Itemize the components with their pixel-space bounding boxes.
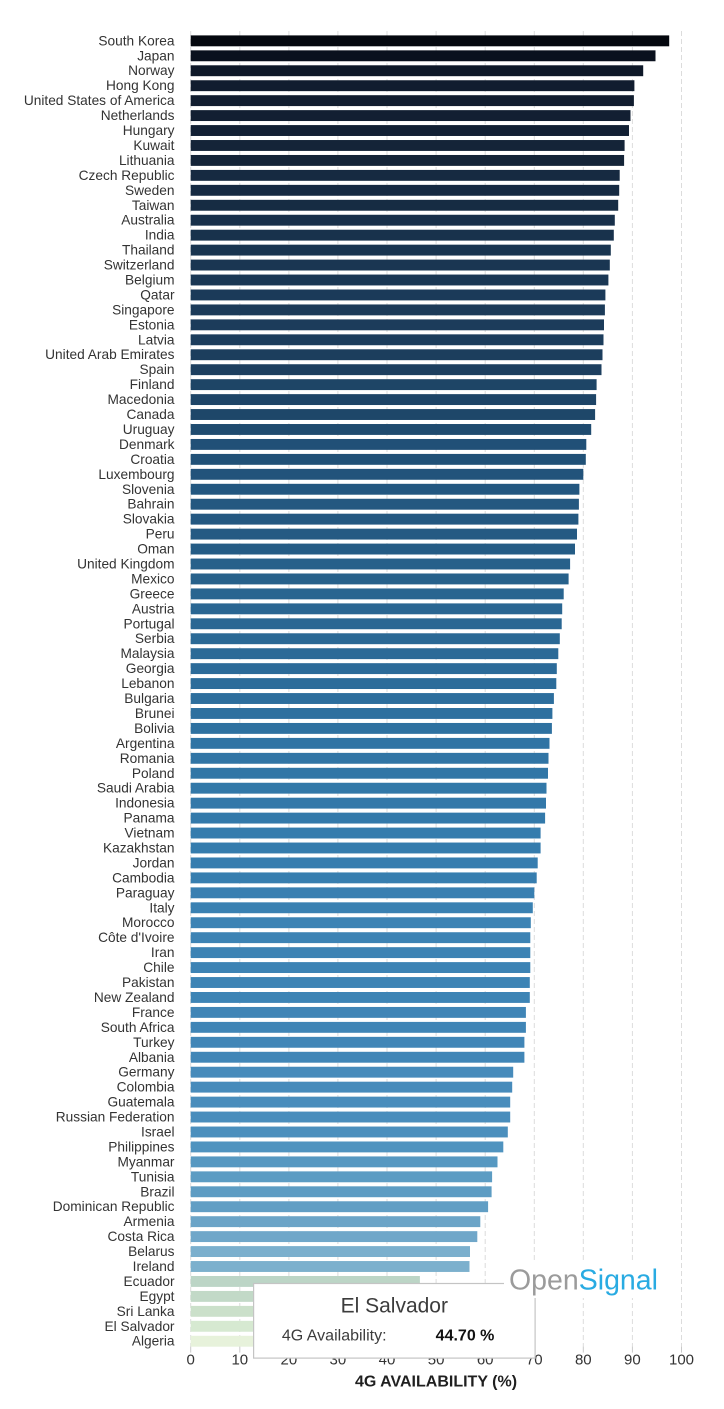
svg-text:Bolivia: Bolivia [134,721,175,736]
svg-text:Japan: Japan [137,48,174,63]
svg-text:Czech Republic: Czech Republic [79,168,175,183]
svg-text:Tunisia: Tunisia [131,1169,175,1184]
svg-text:Estonia: Estonia [129,317,175,332]
svg-text:Armenia: Armenia [124,1214,175,1229]
svg-text:Latvia: Latvia [138,332,175,347]
svg-text:Portugal: Portugal [124,616,175,631]
svg-text:Austria: Austria [132,601,175,616]
svg-text:Pakistan: Pakistan [122,975,175,990]
svg-text:Denmark: Denmark [119,437,175,452]
svg-text:Switzerland: Switzerland [104,258,175,273]
svg-text:United Arab Emirates: United Arab Emirates [45,347,174,362]
svg-text:100: 100 [669,1352,694,1369]
svg-text:Albania: Albania [129,1050,175,1065]
svg-text:Malaysia: Malaysia [120,646,174,661]
svg-text:El Salvador: El Salvador [105,1319,175,1334]
svg-text:Paraguay: Paraguay [116,885,175,900]
svg-text:Colombia: Colombia [117,1080,175,1095]
svg-text:Lebanon: Lebanon [121,676,174,691]
svg-text:Netherlands: Netherlands [101,108,175,123]
svg-text:Dominican Republic: Dominican Republic [53,1199,175,1214]
svg-text:Sri Lanka: Sri Lanka [117,1304,175,1319]
svg-text:Serbia: Serbia [135,631,175,646]
svg-text:0: 0 [187,1352,195,1369]
svg-text:Uruguay: Uruguay [123,422,175,437]
svg-text:Romania: Romania [120,751,175,766]
svg-text:Belarus: Belarus [128,1244,175,1259]
svg-text:44.70 %: 44.70 % [436,1328,495,1345]
svg-text:Norway: Norway [128,63,175,78]
svg-text:Argentina: Argentina [116,736,175,751]
svg-text:Lithuania: Lithuania [119,153,175,168]
svg-text:Thailand: Thailand [122,243,175,258]
svg-text:Greece: Greece [130,586,175,601]
svg-text:Myanmar: Myanmar [117,1154,174,1169]
svg-text:Georgia: Georgia [126,661,175,676]
svg-text:Ireland: Ireland [133,1259,175,1274]
svg-text:Israel: Israel [141,1124,174,1139]
svg-text:Brazil: Brazil [140,1184,174,1199]
svg-text:Singapore: Singapore [112,302,174,317]
svg-text:Canada: Canada [127,407,175,422]
svg-text:South Korea: South Korea [98,33,174,48]
svg-text:Sweden: Sweden [125,183,174,198]
svg-text:90: 90 [624,1352,641,1369]
svg-text:Costa Rica: Costa Rica [108,1229,175,1244]
svg-text:Poland: Poland [132,766,175,781]
svg-text:Mexico: Mexico [131,571,175,586]
svg-text:Slovenia: Slovenia [122,482,175,497]
svg-text:Cambodia: Cambodia [112,870,175,885]
svg-text:Bulgaria: Bulgaria [124,691,175,706]
svg-text:10: 10 [231,1352,248,1369]
svg-text:Italy: Italy [149,900,174,915]
svg-text:Saudi Arabia: Saudi Arabia [97,781,175,796]
svg-text:New Zealand: New Zealand [94,990,175,1005]
svg-text:Hong Kong: Hong Kong [106,78,175,93]
svg-text:Kazakhstan: Kazakhstan [103,840,175,855]
svg-text:Belgium: Belgium [125,273,174,288]
svg-text:Côte d'Ivoire: Côte d'Ivoire [98,930,174,945]
svg-text:United Kingdom: United Kingdom [77,557,174,572]
svg-text:Peru: Peru [146,527,175,542]
svg-text:Panama: Panama [124,811,175,826]
svg-text:Kuwait: Kuwait [133,138,174,153]
svg-text:France: France [132,1005,175,1020]
svg-text:Oman: Oman [137,542,174,557]
svg-text:Australia: Australia [121,213,175,228]
svg-text:Russian Federation: Russian Federation [56,1110,175,1125]
svg-text:Finland: Finland [130,377,175,392]
svg-text:Guatemala: Guatemala [108,1095,175,1110]
svg-text:Algeria: Algeria [132,1334,175,1349]
svg-text:Ecuador: Ecuador [124,1274,175,1289]
svg-text:4G Availability:: 4G Availability: [282,1328,387,1345]
svg-text:India: India [145,228,175,243]
svg-text:Qatar: Qatar [140,287,175,302]
svg-text:Jordan: Jordan [133,855,175,870]
svg-text:Morocco: Morocco [122,915,175,930]
svg-text:Brunei: Brunei [135,706,175,721]
svg-text:Spain: Spain [139,362,174,377]
svg-text:4G AVAILABILITY (%): 4G AVAILABILITY (%) [355,1373,517,1390]
svg-text:Iran: Iran [151,945,175,960]
svg-text:Egypt: Egypt [139,1289,174,1304]
svg-text:Philippines: Philippines [108,1139,174,1154]
svg-text:Chile: Chile [143,960,174,975]
svg-text:South Africa: South Africa [101,1020,175,1035]
svg-text:Turkey: Turkey [133,1035,174,1050]
svg-text:OpenSignal: OpenSignal [509,1265,658,1297]
svg-text:Germany: Germany [118,1065,174,1080]
svg-text:Indonesia: Indonesia [115,796,175,811]
svg-text:80: 80 [575,1352,592,1369]
svg-text:Croatia: Croatia [130,452,175,467]
svg-text:Slovakia: Slovakia [123,512,175,527]
svg-text:United States of America: United States of America [24,93,175,108]
svg-text:Taiwan: Taiwan [132,198,175,213]
svg-text:El Salvador: El Salvador [341,1295,448,1318]
svg-text:Bahrain: Bahrain [127,497,174,512]
svg-text:Hungary: Hungary [123,123,175,138]
svg-text:Macedonia: Macedonia [108,392,175,407]
svg-text:Luxembourg: Luxembourg [98,467,174,482]
svg-text:Vietnam: Vietnam [125,826,175,841]
